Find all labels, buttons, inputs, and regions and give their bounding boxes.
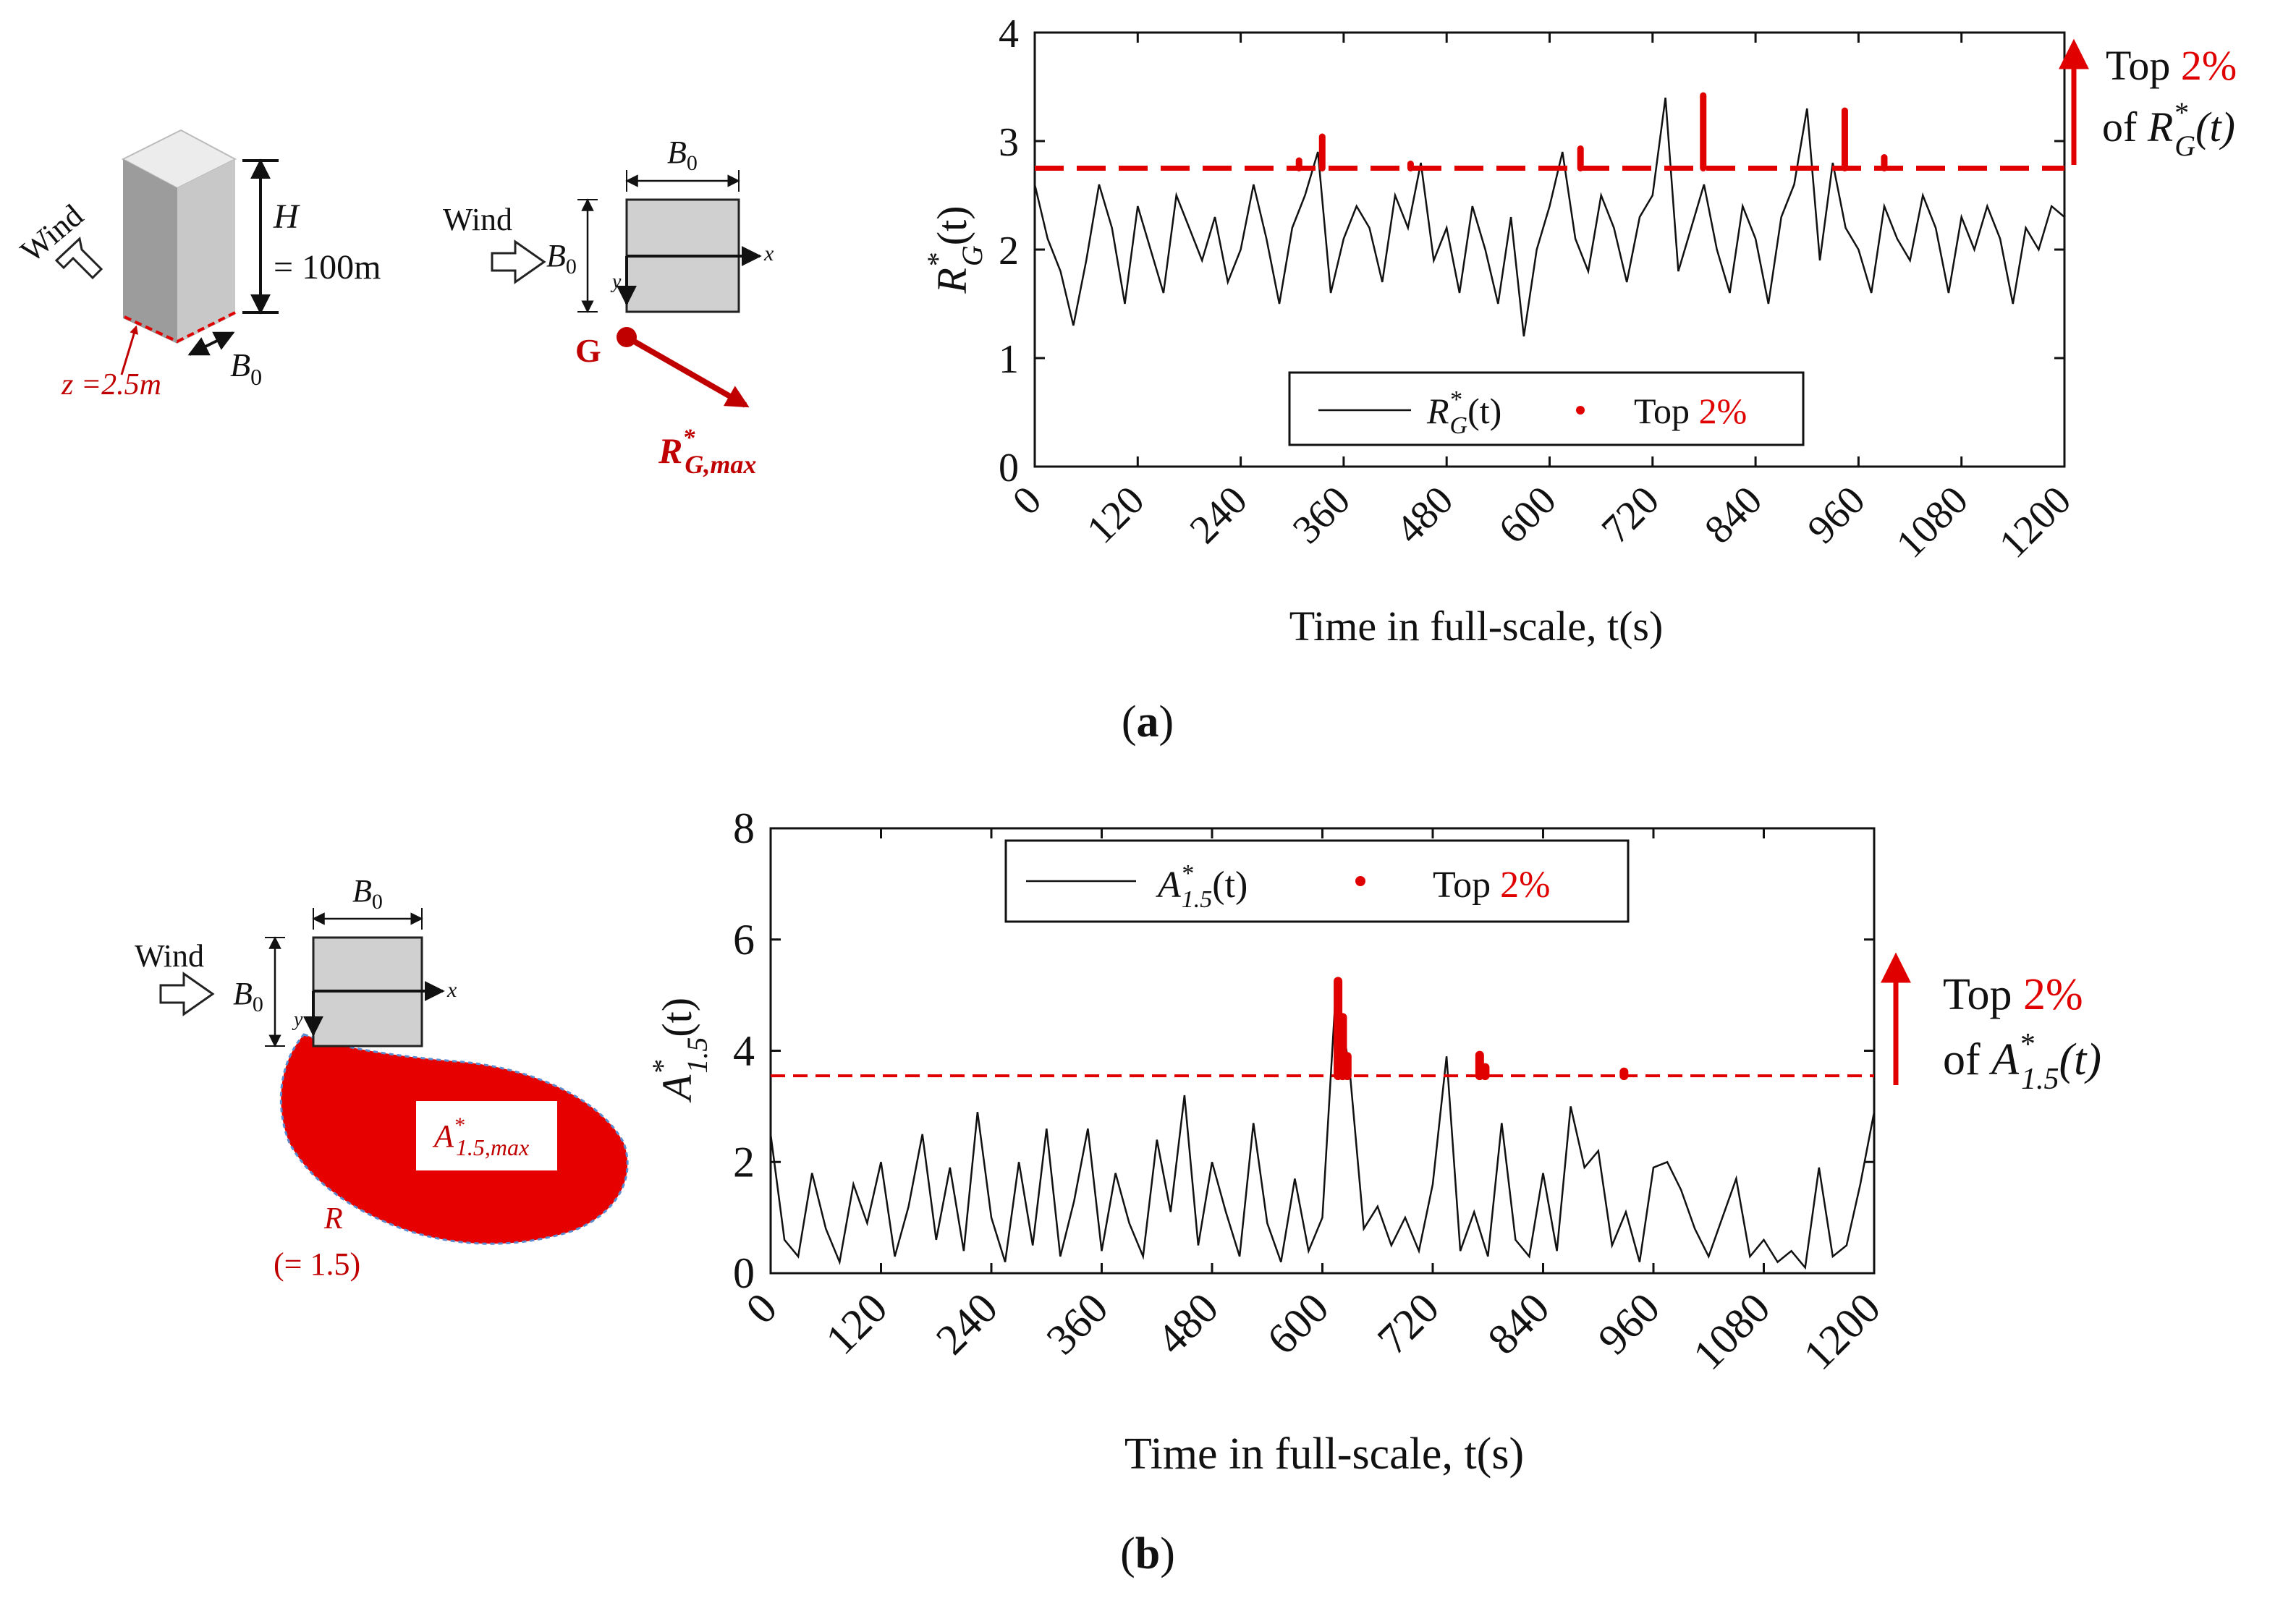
plan-x-label-a: x bbox=[763, 242, 774, 265]
chart-b-legend: A* 1.5(t) Top 2% bbox=[1004, 839, 1630, 923]
chartA-xtick-label-0: 0 bbox=[1004, 477, 1051, 524]
chart-a-legend-dot-label: Top 2% bbox=[1634, 391, 1747, 431]
chart-b-ylabel: A*1.5(t) bbox=[646, 998, 713, 1103]
annotation-a: Top 2% of R* G(t) bbox=[2059, 38, 2237, 165]
chartA-xtick-label-8: 960 bbox=[1799, 477, 1873, 552]
building-base-line bbox=[124, 311, 236, 344]
caption-a: (a) bbox=[1122, 697, 1174, 747]
chartA-xtick-label-5: 600 bbox=[1490, 477, 1564, 552]
chartB-ytick-label-2: 4 bbox=[733, 1027, 755, 1075]
building-front-face bbox=[123, 159, 177, 344]
chartB-xtick-label-0: 0 bbox=[737, 1284, 786, 1333]
chartB-xtick-label-4: 480 bbox=[1148, 1284, 1227, 1364]
chartB-ytick-label-1: 2 bbox=[733, 1138, 755, 1186]
caption-b: (b) bbox=[1120, 1529, 1175, 1578]
z-pointer-line bbox=[120, 325, 138, 375]
chart-a-legend-dot-swatch bbox=[1576, 406, 1585, 415]
chartB-xtick-label-8: 960 bbox=[1589, 1284, 1669, 1364]
plan-y-label-b: y bbox=[292, 1008, 303, 1031]
chartA-xtick-label-6: 720 bbox=[1593, 477, 1668, 552]
annotation-b-top-text: Top 2% bbox=[1943, 970, 2083, 1019]
area-label: A* 1.5,max bbox=[432, 1113, 529, 1160]
chart-b-legend-dot-swatch bbox=[1355, 876, 1365, 886]
chartB-xtick-label-5: 600 bbox=[1258, 1284, 1337, 1364]
height-symbol: H bbox=[273, 197, 300, 236]
chart-a-legend: R* G(t) Top 2% bbox=[1288, 371, 1805, 446]
annotation-a-of-text: of R* G(t) bbox=[2102, 96, 2235, 162]
chartA-xtick-label-3: 360 bbox=[1284, 477, 1359, 552]
chartB-ytick-label-3: 6 bbox=[733, 916, 755, 964]
chartB-ytick-label-0: 0 bbox=[733, 1249, 755, 1297]
width-dimension-line bbox=[187, 331, 235, 356]
chartB-xtick-label-6: 720 bbox=[1368, 1284, 1448, 1364]
chartA-xtick-label-1: 120 bbox=[1078, 477, 1153, 552]
chartB-xtick-label-7: 840 bbox=[1478, 1284, 1558, 1364]
annotation-b: Top 2% of A* 1.5(t) bbox=[1881, 952, 2101, 1096]
plan-b0-top-label-b: B0 bbox=[352, 873, 383, 914]
chartA-xtick-label-4: 480 bbox=[1387, 477, 1462, 552]
building-side-face bbox=[177, 159, 235, 344]
chart-a-legend-box bbox=[1288, 371, 1805, 446]
height-value: = 100m bbox=[274, 248, 381, 286]
chart-a-series-line bbox=[1033, 97, 2065, 337]
chart-a-ylabel: R*G(t) bbox=[921, 205, 988, 294]
chartA-ytick-label-3: 3 bbox=[999, 120, 1019, 165]
r-label: R bbox=[323, 1202, 343, 1236]
plan-x-label-b: x bbox=[446, 978, 457, 1002]
point-g-label: G bbox=[575, 332, 601, 369]
chart-b-legend-dot-label: Top 2% bbox=[1433, 864, 1550, 906]
chartB-xtick-label-3: 360 bbox=[1037, 1284, 1117, 1364]
plan-view-b: A* 1.5,max R (= 1.5) B0 B0 x y Wind bbox=[135, 873, 629, 1282]
plan-view-a: B0 B0 x y Wind G R* G,max bbox=[443, 135, 774, 479]
r-value-label: (= 1.5) bbox=[274, 1246, 360, 1282]
chartB-xtick-label-10: 1200 bbox=[1795, 1284, 1890, 1380]
chartB-xtick-label-9: 1080 bbox=[1684, 1284, 1779, 1380]
wind-label-plan-b: Wind bbox=[135, 938, 204, 974]
chart-b-legend-line-label: A* 1.5(t) bbox=[1156, 860, 1247, 913]
chartA-xtick-label-7: 840 bbox=[1696, 477, 1771, 552]
chartB-xtick-label-1: 120 bbox=[816, 1284, 896, 1364]
chartB-xtick-label-2: 240 bbox=[927, 1284, 1007, 1364]
chartA-xtick-label-9: 1080 bbox=[1888, 477, 1977, 566]
chartA-ytick-label-1: 1 bbox=[999, 337, 1019, 382]
z-label: z =2.5m bbox=[61, 368, 161, 401]
width-symbol: B0 bbox=[230, 347, 262, 390]
chart-b-series-line bbox=[769, 984, 1876, 1270]
building-3d-schematic: Wind H = 100m B0 z =2.5m bbox=[14, 129, 381, 401]
chartA-xtick-label-10: 1200 bbox=[1991, 477, 2080, 566]
chartB-ytick-label-4: 8 bbox=[733, 804, 755, 852]
chart-a-legend-line-label: R* G(t) bbox=[1426, 386, 1501, 439]
plan-y-label-a: y bbox=[610, 271, 622, 293]
wind-label-plan-a: Wind bbox=[443, 202, 512, 237]
area-label-box bbox=[416, 1101, 557, 1170]
wind-arrow-plan-b bbox=[159, 972, 215, 1016]
annotation-a-top-text: Top 2% bbox=[2106, 42, 2237, 89]
plan-b0-left-label-a: B0 bbox=[546, 238, 577, 279]
chartA-ytick-label-0: 0 bbox=[999, 446, 1019, 490]
chartA-ytick-label-4: 4 bbox=[999, 12, 1019, 56]
chartA-xtick-label-2: 240 bbox=[1182, 477, 1256, 552]
plan-b0-left-label-b: B0 bbox=[233, 976, 263, 1016]
chart-a-xlabel: Time in full-scale, t(s) bbox=[1289, 603, 1664, 650]
plan-b0-top-label-a: B0 bbox=[667, 135, 698, 175]
wind-arrow-plan-a bbox=[491, 239, 546, 284]
rg-max-label: R* G,max bbox=[658, 425, 756, 479]
chart-b-xlabel: Time in full-scale, t(s) bbox=[1124, 1429, 1524, 1479]
chartA-ytick-label-2: 2 bbox=[999, 229, 1019, 273]
rg-max-vector bbox=[625, 334, 750, 408]
wind-arrow-3d bbox=[54, 237, 103, 280]
annotation-b-of-text: of A* 1.5(t) bbox=[1943, 1028, 2101, 1096]
